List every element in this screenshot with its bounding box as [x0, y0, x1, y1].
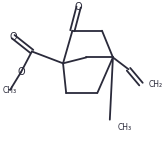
- Text: O: O: [9, 32, 17, 42]
- Text: O: O: [17, 67, 25, 77]
- Text: CH₃: CH₃: [118, 123, 132, 132]
- Text: O: O: [75, 2, 82, 12]
- Text: CH₃: CH₃: [3, 85, 17, 94]
- Text: CH₂: CH₂: [149, 80, 163, 89]
